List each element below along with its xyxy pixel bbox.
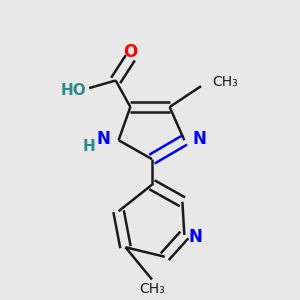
- Text: N: N: [192, 130, 206, 148]
- Text: N: N: [188, 228, 202, 246]
- Text: N: N: [97, 130, 111, 148]
- Text: HO: HO: [61, 83, 86, 98]
- Text: CH₃: CH₃: [139, 282, 165, 296]
- Text: CH₃: CH₃: [212, 75, 238, 89]
- Text: H: H: [83, 139, 95, 154]
- Text: O: O: [123, 43, 137, 61]
